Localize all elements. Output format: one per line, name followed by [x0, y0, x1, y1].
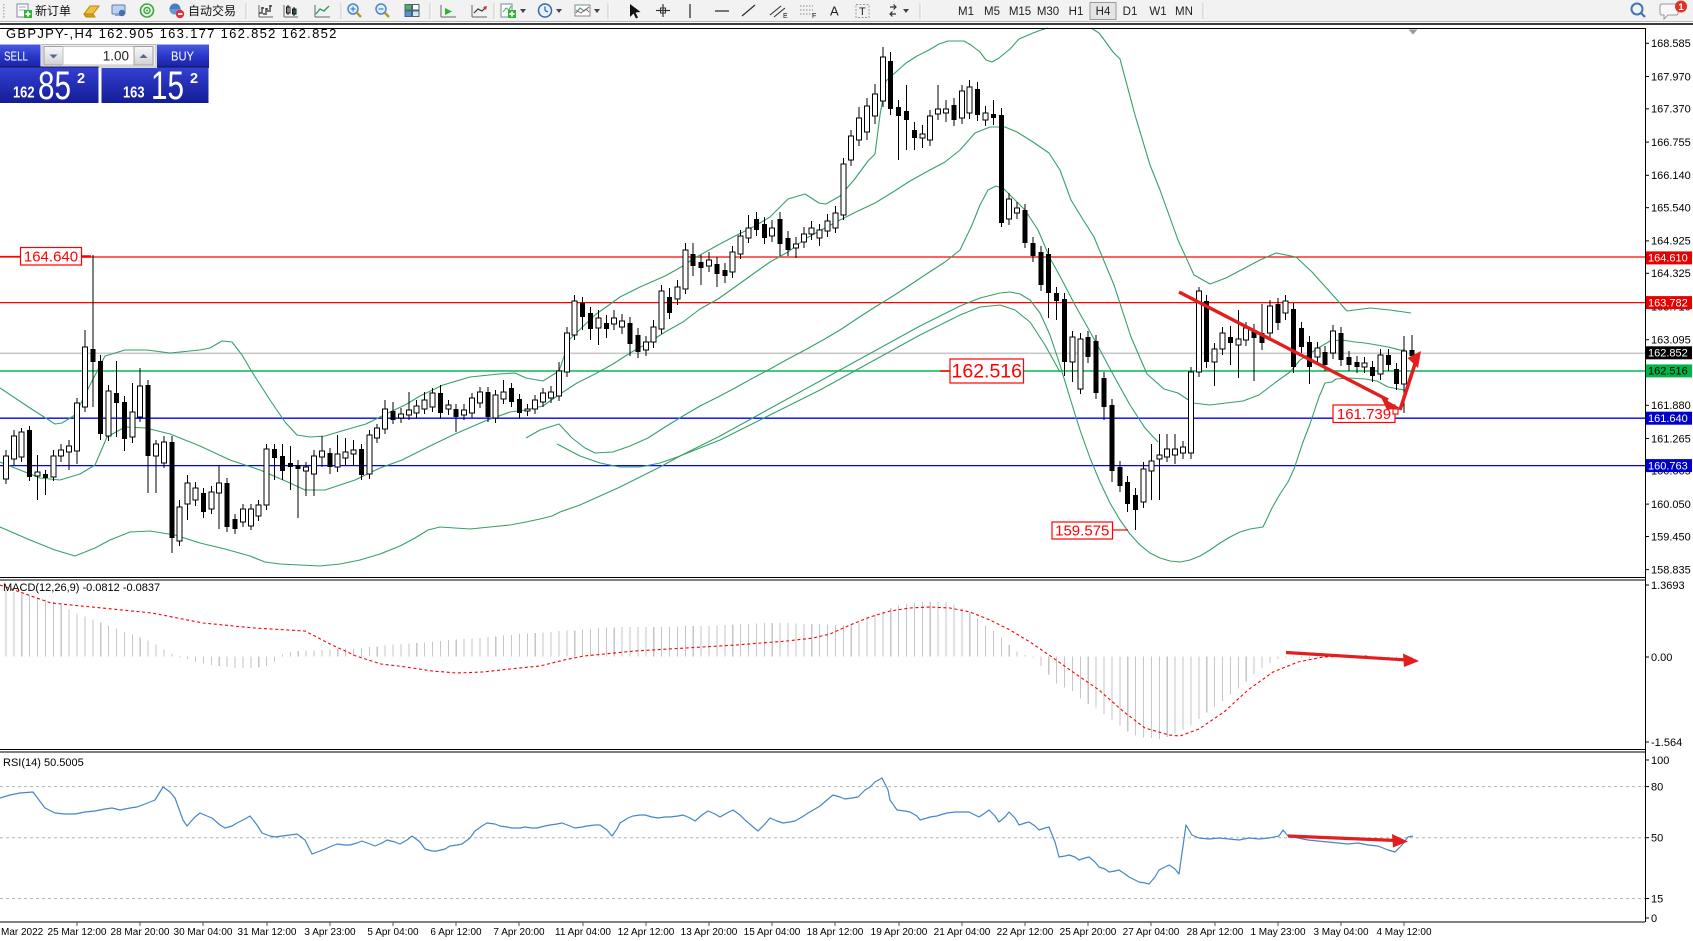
svg-text:50: 50: [1651, 833, 1663, 845]
svg-text:2: 2: [77, 71, 85, 87]
svg-text:18 Apr 12:00: 18 Apr 12:00: [807, 927, 864, 938]
svg-text:160.050: 160.050: [1651, 499, 1691, 511]
svg-text:W1: W1: [1149, 6, 1166, 18]
svg-text:新订单: 新订单: [35, 3, 71, 18]
svg-text:M5: M5: [984, 6, 1000, 18]
svg-text:161.640: 161.640: [1648, 413, 1688, 425]
svg-text:1.3693: 1.3693: [1651, 580, 1685, 592]
svg-text:0: 0: [1651, 913, 1657, 925]
svg-text:1 May 23:00: 1 May 23:00: [1250, 927, 1305, 938]
svg-text:M30: M30: [1037, 6, 1059, 18]
svg-text:27 Apr 04:00: 27 Apr 04:00: [1123, 927, 1180, 938]
svg-text:MN: MN: [1175, 6, 1193, 18]
svg-text:163: 163: [123, 85, 145, 102]
svg-text:166.140: 166.140: [1651, 170, 1691, 182]
svg-text:166.755: 166.755: [1651, 137, 1691, 149]
svg-text:SELL: SELL: [4, 49, 28, 64]
svg-text:25 Mar 12:00: 25 Mar 12:00: [48, 927, 107, 938]
svg-text:162: 162: [13, 85, 35, 102]
svg-text:31 Mar 12:00: 31 Mar 12:00: [238, 927, 297, 938]
svg-text:12 Apr 12:00: 12 Apr 12:00: [618, 927, 675, 938]
svg-text:161.265: 161.265: [1651, 433, 1691, 445]
svg-text:7 Apr 20:00: 7 Apr 20:00: [493, 927, 545, 938]
svg-text:19 Apr 20:00: 19 Apr 20:00: [871, 927, 928, 938]
svg-text:28 Mar 20:00: 28 Mar 20:00: [111, 927, 170, 938]
svg-text:1: 1: [1678, 2, 1684, 13]
svg-text:30 Mar 04:00: 30 Mar 04:00: [174, 927, 233, 938]
svg-text:162.516: 162.516: [1648, 366, 1688, 378]
svg-text:165.540: 165.540: [1651, 203, 1691, 215]
svg-text:167.370: 167.370: [1651, 104, 1691, 116]
svg-text:A: A: [830, 4, 839, 19]
svg-text:164.610: 164.610: [1648, 253, 1688, 265]
svg-text:159.450: 159.450: [1651, 531, 1691, 543]
svg-text:161.739: 161.739: [1337, 406, 1391, 423]
svg-text:22 Apr 12:00: 22 Apr 12:00: [997, 927, 1054, 938]
svg-text:E: E: [783, 13, 788, 20]
svg-text:15: 15: [1651, 893, 1663, 905]
svg-text:3 May 04:00: 3 May 04:00: [1313, 927, 1368, 938]
svg-text:-1.564: -1.564: [1651, 737, 1682, 749]
svg-text:100: 100: [1651, 755, 1669, 767]
svg-text:167.970: 167.970: [1651, 71, 1691, 83]
svg-text:2: 2: [190, 71, 198, 87]
svg-text:160.763: 160.763: [1648, 460, 1688, 472]
svg-text:BUY: BUY: [171, 49, 194, 64]
svg-text:MACD(12,26,9) -0.0812 -0.0837: MACD(12,26,9) -0.0812 -0.0837: [3, 582, 160, 594]
svg-text:T: T: [859, 6, 866, 18]
svg-text:164.325: 164.325: [1651, 268, 1691, 280]
svg-text:Mar 2022: Mar 2022: [1, 927, 44, 938]
svg-text:159.575: 159.575: [1055, 523, 1109, 540]
svg-text:4 May 12:00: 4 May 12:00: [1376, 927, 1431, 938]
svg-text:85: 85: [38, 64, 71, 108]
svg-text:164.640: 164.640: [24, 248, 78, 265]
svg-text:15 Apr 04:00: 15 Apr 04:00: [744, 927, 801, 938]
svg-text:162.516: 162.516: [952, 361, 1023, 383]
svg-text:158.835: 158.835: [1651, 564, 1691, 576]
svg-text:1.00: 1.00: [103, 49, 129, 64]
svg-text:163.095: 163.095: [1651, 335, 1691, 347]
svg-text:80: 80: [1651, 781, 1663, 793]
svg-text:161.880: 161.880: [1651, 400, 1691, 412]
svg-text:3 Apr 23:00: 3 Apr 23:00: [304, 927, 356, 938]
svg-text:11 Apr 04:00: 11 Apr 04:00: [555, 927, 611, 938]
svg-text:M1: M1: [958, 6, 974, 18]
svg-text:F: F: [812, 13, 816, 20]
svg-text:GBPJPY-,H4 162.905 163.177 16: GBPJPY-,H4 162.905 163.177 162.852 162.8…: [6, 26, 338, 41]
svg-text:RSI(14) 50.5005: RSI(14) 50.5005: [3, 757, 84, 769]
svg-text:162.852: 162.852: [1648, 348, 1688, 360]
svg-text:0.00: 0.00: [1651, 652, 1672, 664]
svg-text:25 Apr 20:00: 25 Apr 20:00: [1060, 927, 1117, 938]
svg-text:164.925: 164.925: [1651, 236, 1691, 248]
svg-text:168.585: 168.585: [1651, 38, 1691, 50]
svg-text:H4: H4: [1096, 6, 1111, 18]
svg-text:163.782: 163.782: [1648, 297, 1688, 309]
svg-text:H1: H1: [1069, 6, 1084, 18]
svg-text:13 Apr 20:00: 13 Apr 20:00: [681, 927, 738, 938]
svg-text:自动交易: 自动交易: [188, 3, 236, 18]
svg-text:28 Apr 12:00: 28 Apr 12:00: [1187, 927, 1244, 938]
svg-text:21 Apr 04:00: 21 Apr 04:00: [934, 927, 991, 938]
svg-text:M15: M15: [1009, 6, 1031, 18]
svg-text:15: 15: [151, 64, 184, 108]
svg-text:5 Apr 04:00: 5 Apr 04:00: [367, 927, 419, 938]
svg-text:D1: D1: [1123, 6, 1138, 18]
svg-text:6 Apr 12:00: 6 Apr 12:00: [430, 927, 482, 938]
